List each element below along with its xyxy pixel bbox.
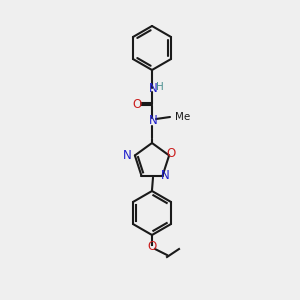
Text: O: O [147, 241, 157, 254]
Text: N: N [148, 82, 158, 94]
Text: N: N [161, 169, 170, 182]
Text: N: N [123, 149, 132, 162]
Text: N: N [148, 115, 158, 128]
Text: O: O [132, 98, 142, 110]
Text: Me: Me [175, 112, 190, 122]
Text: H: H [156, 82, 164, 92]
Text: O: O [167, 147, 176, 160]
